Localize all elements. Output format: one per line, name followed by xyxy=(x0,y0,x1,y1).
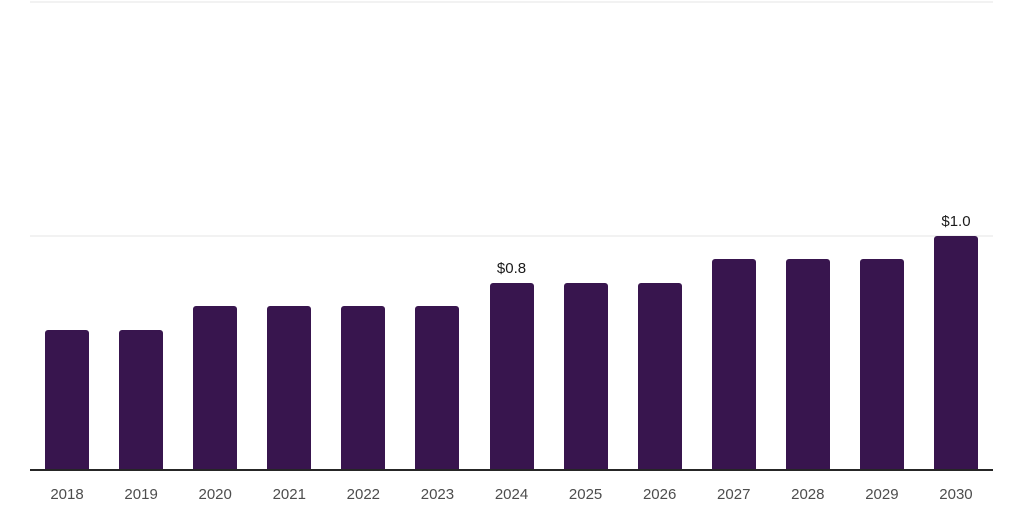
x-tick-2021: 2021 xyxy=(272,486,306,503)
bar-2022 xyxy=(341,306,386,470)
x-tick-2024: 2024 xyxy=(494,486,529,503)
x-axis-labels: 2018 2019 2020 2021 2022 2023 2024 2025 2026 2027… xyxy=(30,486,993,503)
bar-slot-2023 xyxy=(400,306,474,470)
value-label-2024: $0.8 xyxy=(496,259,527,277)
bar-slot-2020 xyxy=(178,306,252,470)
value-label-2030: $1.0 xyxy=(941,213,971,230)
bar-slot-2018 xyxy=(30,329,104,470)
bar-slot-2027 xyxy=(697,259,771,470)
chart-top-border xyxy=(30,1,993,3)
x-tick-2028: 2028 xyxy=(791,486,825,503)
x-tick-2030: 2030 xyxy=(939,486,973,503)
x-axis-line xyxy=(30,469,993,471)
x-tick-2026: 2026 xyxy=(642,486,677,503)
bar-slot-2028 xyxy=(771,259,845,470)
bar-2030 xyxy=(933,236,978,470)
bar-2018 xyxy=(45,329,90,470)
bar-2026 xyxy=(637,282,682,470)
plot-area: $0.8 $1.0 xyxy=(30,170,993,470)
bar-2024 xyxy=(489,282,534,470)
x-tick-2023: 2023 xyxy=(420,486,455,503)
bar-2019 xyxy=(119,329,164,470)
bar-slot-2019 xyxy=(104,329,178,470)
y-gridline-1-0 xyxy=(30,235,993,237)
bar-2020 xyxy=(193,306,238,470)
x-tick-2025: 2025 xyxy=(568,486,603,503)
x-tick-2020: 2020 xyxy=(198,486,232,503)
bar-slot-2022 xyxy=(326,306,400,470)
x-tick-2018: 2018 xyxy=(50,486,84,503)
bar-slot-2021 xyxy=(252,306,326,470)
bar-slot-2024: $0.8 xyxy=(474,261,548,470)
bar-2028 xyxy=(785,259,830,470)
x-tick-2029: 2029 xyxy=(865,486,899,503)
bar-2023 xyxy=(415,306,460,470)
x-tick-2022: 2022 xyxy=(346,486,381,503)
bar-slot-2025 xyxy=(549,282,623,470)
bar-2025 xyxy=(563,282,608,470)
bar-2021 xyxy=(267,306,312,470)
bar-2027 xyxy=(711,259,756,470)
x-tick-2019: 2019 xyxy=(124,486,158,503)
bar-2029 xyxy=(859,259,904,470)
x-tick-2027: 2027 xyxy=(717,486,751,503)
bar-slot-2029 xyxy=(845,259,919,470)
bar-slot-2026 xyxy=(623,282,697,470)
bar-slot-2030: $1.0 xyxy=(919,214,993,470)
